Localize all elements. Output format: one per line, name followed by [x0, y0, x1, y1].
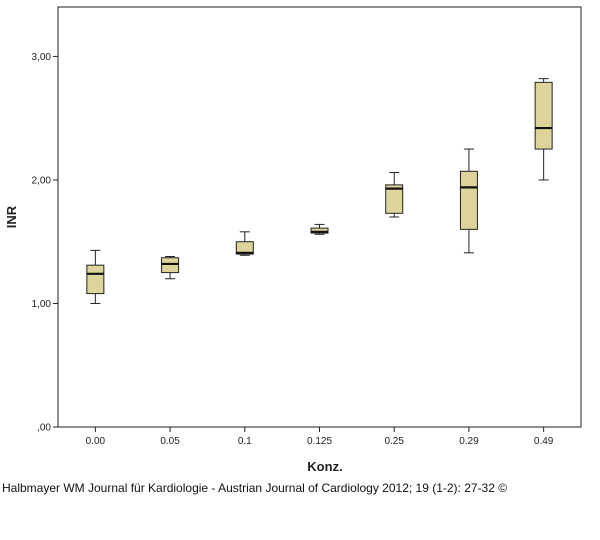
x-tick-label: 0.05 — [160, 436, 180, 447]
plot-area — [57, 6, 582, 428]
y-tick-label: 1,00 — [32, 299, 52, 310]
y-tick-label: 3,00 — [32, 52, 52, 63]
box-0.1 — [235, 231, 254, 256]
x-tick-label: 0.1 — [238, 436, 252, 447]
box-iqr — [534, 81, 553, 150]
x-tick-label: 0.49 — [534, 436, 554, 447]
x-axis-title: Konz. — [307, 459, 342, 474]
y-axis-title: INR — [4, 205, 19, 228]
box-iqr — [459, 170, 478, 230]
box-0.25 — [385, 172, 404, 218]
boxplot-chart: ,00 1,00 2,00 3,00 0.00 0.05 0.1 0.125 0.25 0.29… — [4, 6, 582, 474]
box-iqr — [86, 264, 105, 295]
y-tick-label: ,00 — [37, 423, 51, 434]
x-tick-label: 0.125 — [307, 436, 332, 447]
x-tick-label: 0.29 — [459, 436, 479, 447]
box-0.05 — [161, 256, 180, 280]
figure-caption: Halbmayer WM Journal für Kardiologie - A… — [2, 481, 508, 495]
box-0.49 — [534, 78, 553, 181]
box-iqr — [235, 241, 254, 255]
box-0.00 — [86, 249, 105, 304]
x-axis: 0.00 0.05 0.1 0.125 0.25 0.29 0.49 — [86, 427, 554, 447]
boxes — [86, 78, 553, 304]
box-0.29 — [459, 148, 478, 254]
box-iqr — [310, 227, 329, 234]
x-tick-label: 0.25 — [384, 436, 404, 447]
box-iqr — [385, 184, 404, 214]
box-0.125 — [310, 223, 329, 235]
box-iqr — [161, 257, 180, 274]
y-axis: ,00 1,00 2,00 3,00 — [32, 52, 58, 434]
x-tick-label: 0.00 — [86, 436, 106, 447]
y-tick-label: 2,00 — [32, 175, 52, 186]
